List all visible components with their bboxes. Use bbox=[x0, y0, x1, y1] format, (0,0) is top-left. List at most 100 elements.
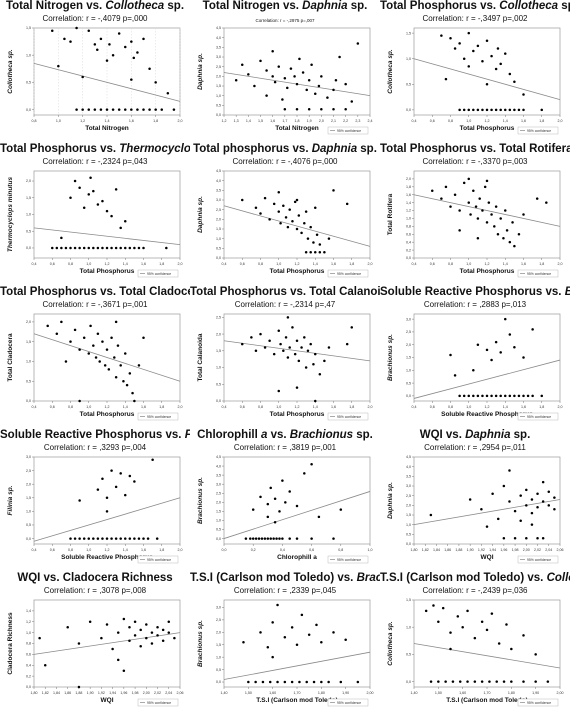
data-point bbox=[114, 485, 118, 489]
x-tick-label: 2,00 bbox=[557, 691, 564, 695]
data-point bbox=[69, 40, 72, 43]
data-point bbox=[508, 72, 512, 76]
data-point bbox=[241, 63, 244, 66]
data-point bbox=[467, 177, 470, 181]
x-tick-label: 1,2 bbox=[105, 405, 110, 409]
x-tick-label: 0,4 bbox=[32, 548, 37, 552]
data-point bbox=[283, 77, 287, 80]
data-point bbox=[167, 620, 171, 623]
data-point bbox=[345, 202, 349, 206]
regression-line bbox=[413, 359, 561, 399]
data-point bbox=[105, 59, 109, 62]
x-tick-label: 0,2 bbox=[251, 548, 256, 552]
data-point bbox=[96, 332, 100, 336]
y-tick-label: 0,0 bbox=[26, 399, 31, 403]
data-point bbox=[490, 108, 493, 112]
data-point bbox=[251, 537, 255, 540]
chart-title: Total phosphorus vs. Daphnia sp. bbox=[193, 143, 377, 155]
y-tick-label: 0,5 bbox=[216, 247, 221, 251]
data-point bbox=[480, 620, 484, 623]
data-point bbox=[73, 328, 77, 332]
y-tick-label: 0,5 bbox=[26, 81, 31, 85]
x-tick-label: 2,0 bbox=[558, 405, 563, 409]
data-point bbox=[254, 349, 258, 353]
x-tick-label: 0,4 bbox=[412, 405, 417, 409]
data-point bbox=[344, 107, 347, 111]
x-tick-label: 2,02 bbox=[154, 691, 161, 695]
data-point bbox=[128, 625, 131, 629]
data-point bbox=[96, 488, 100, 491]
data-point bbox=[142, 537, 145, 540]
x-tick-label: 1,0 bbox=[466, 262, 471, 266]
data-point bbox=[476, 217, 480, 220]
x-tick-label: 1,8 bbox=[349, 405, 354, 409]
data-point bbox=[536, 506, 539, 509]
data-point bbox=[88, 620, 92, 623]
chart-panel: Soluble Reactive Phosphorus vs. Filinia … bbox=[0, 429, 190, 572]
y-tick-label: 0,0 bbox=[406, 108, 411, 112]
data-point bbox=[132, 56, 136, 60]
data-point bbox=[78, 348, 81, 351]
chart-subtitle: Correlation: r = ,3293 p=,004 bbox=[43, 443, 147, 452]
data-point bbox=[87, 246, 90, 250]
data-point bbox=[155, 537, 159, 540]
data-point bbox=[259, 212, 262, 215]
y-tick-label: 0,0 bbox=[216, 680, 221, 684]
data-point bbox=[519, 519, 522, 523]
data-point bbox=[69, 246, 72, 250]
data-point bbox=[540, 108, 543, 112]
plot-frame bbox=[413, 170, 561, 259]
data-point bbox=[461, 625, 464, 629]
x-tick-label: 1,84 bbox=[53, 691, 60, 695]
data-point bbox=[165, 246, 168, 250]
regression-line bbox=[33, 227, 181, 246]
chart-panel: Chlorophill a vs. Brachionus sp. Correlat… bbox=[190, 429, 380, 572]
data-point bbox=[122, 669, 126, 672]
data-point bbox=[167, 631, 171, 634]
data-point bbox=[130, 108, 133, 111]
y-tick-label: 1,5 bbox=[26, 496, 31, 500]
data-point bbox=[467, 394, 470, 398]
data-point bbox=[124, 352, 127, 355]
data-point bbox=[323, 359, 326, 363]
data-point bbox=[114, 320, 118, 324]
y-tick-label: 2,5 bbox=[26, 469, 31, 473]
data-point bbox=[142, 246, 145, 250]
data-point bbox=[69, 340, 72, 343]
y-tick-label: 0,0 bbox=[406, 542, 411, 546]
data-point bbox=[476, 236, 480, 240]
data-point bbox=[75, 26, 78, 30]
x-tick-label: 2,4 bbox=[368, 119, 373, 123]
data-point bbox=[265, 94, 268, 97]
x-tick-label: 0,6 bbox=[309, 548, 314, 552]
data-point bbox=[314, 399, 317, 403]
x-tick-label: 2,00 bbox=[523, 548, 530, 552]
data-point bbox=[310, 463, 313, 466]
y-tick-label: 0,5 bbox=[216, 382, 221, 386]
legend-box bbox=[517, 555, 559, 564]
data-point bbox=[154, 81, 157, 84]
x-tick-label: 1,8 bbox=[349, 262, 354, 266]
data-point bbox=[496, 517, 500, 521]
x-tick-label: 1,6 bbox=[141, 548, 146, 552]
data-point bbox=[288, 490, 291, 493]
y-tick-label: 1,8 bbox=[406, 185, 411, 189]
x-axis-label: Chlorophill a bbox=[277, 554, 317, 561]
y-tick-label: 0,0 bbox=[216, 256, 221, 260]
data-point bbox=[271, 49, 274, 53]
data-point bbox=[254, 680, 257, 684]
x-tick-label: 0,6 bbox=[50, 548, 55, 552]
data-point bbox=[60, 246, 63, 250]
x-tick-label: 1,0 bbox=[86, 262, 91, 266]
data-point bbox=[282, 349, 285, 353]
x-tick-label: 0,8 bbox=[448, 262, 453, 266]
y-tick-label: 3,0 bbox=[26, 455, 31, 459]
y-tick-label: 4,5 bbox=[216, 455, 221, 459]
data-point bbox=[286, 86, 289, 90]
data-point bbox=[473, 636, 477, 640]
data-point bbox=[497, 642, 501, 645]
data-point bbox=[94, 356, 98, 359]
data-point bbox=[259, 59, 262, 63]
data-point bbox=[93, 43, 97, 46]
data-point bbox=[271, 655, 274, 659]
